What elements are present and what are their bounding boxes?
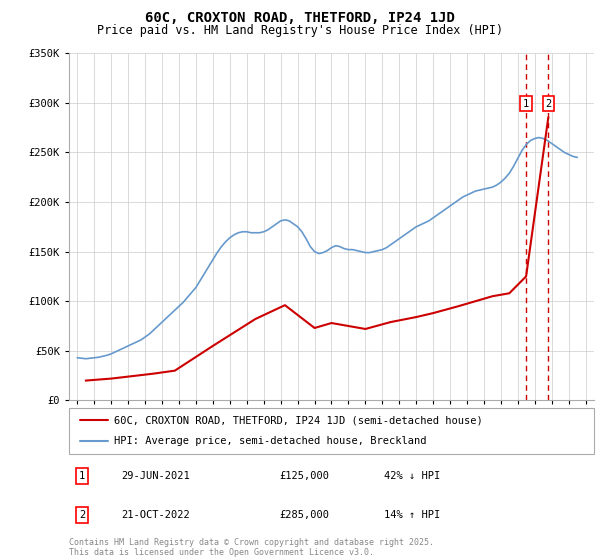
Text: £285,000: £285,000	[279, 510, 329, 520]
Text: 1: 1	[79, 472, 85, 482]
Text: 1: 1	[523, 99, 529, 109]
Text: 2: 2	[545, 99, 551, 109]
Text: £125,000: £125,000	[279, 472, 329, 482]
Text: 42% ↓ HPI: 42% ↓ HPI	[384, 472, 440, 482]
Text: 14% ↑ HPI: 14% ↑ HPI	[384, 510, 440, 520]
Text: 29-JUN-2021: 29-JUN-2021	[121, 472, 190, 482]
Text: 60C, CROXTON ROAD, THETFORD, IP24 1JD: 60C, CROXTON ROAD, THETFORD, IP24 1JD	[145, 11, 455, 25]
Text: 60C, CROXTON ROAD, THETFORD, IP24 1JD (semi-detached house): 60C, CROXTON ROAD, THETFORD, IP24 1JD (s…	[113, 415, 482, 425]
FancyBboxPatch shape	[69, 408, 594, 454]
Text: Price paid vs. HM Land Registry's House Price Index (HPI): Price paid vs. HM Land Registry's House …	[97, 24, 503, 37]
Text: HPI: Average price, semi-detached house, Breckland: HPI: Average price, semi-detached house,…	[113, 436, 426, 446]
Text: 2: 2	[79, 510, 85, 520]
Text: Contains HM Land Registry data © Crown copyright and database right 2025.
This d: Contains HM Land Registry data © Crown c…	[69, 538, 434, 557]
Text: 21-OCT-2022: 21-OCT-2022	[121, 510, 190, 520]
